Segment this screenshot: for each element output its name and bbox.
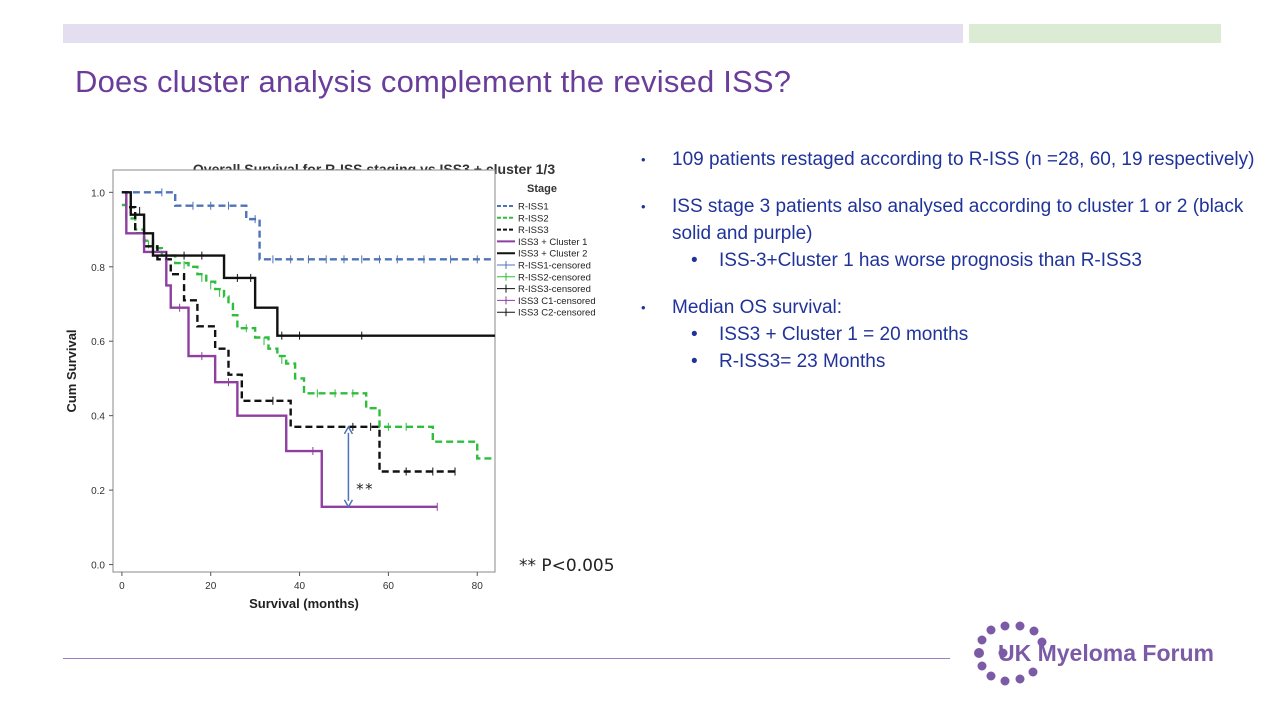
x-tick-label: 40 [294,581,306,592]
survival-chart-svg: Overall Survival for R-ISS staging vs IS… [64,161,596,611]
legend-label: ISS3 + Cluster 2 [518,249,587,260]
bullet-cluster-analysis: ISS stage 3 patients also analysed accor… [641,193,1271,247]
bullet-median-os: Median OS survival: [641,294,1271,321]
x-tick-label: 60 [383,581,395,592]
y-tick-label: 0.8 [91,263,105,274]
series-line-0 [121,191,495,261]
bullet-gap [641,173,1271,193]
x-tick-label: 80 [472,581,484,592]
annotation-arrow-head-top [343,425,354,435]
legend-label: R-ISS2-censored [518,272,591,283]
slide-title: Does cluster analysis complement the rev… [75,64,792,99]
bullet-gap [641,274,1271,294]
legend-label: ISS3 C1-censored [518,296,596,307]
plot-frame [112,169,496,573]
bullet-patients-restaged: 109 patients restaged according to R-ISS… [641,146,1271,173]
annotation-arrow-head-bottom [343,499,354,509]
legend-label: R-ISS3 [518,225,549,236]
bullet-cluster1-median: ISS3 + Cluster 1 = 20 months [641,321,1271,348]
y-tick-label: 0.4 [91,412,105,423]
bullet-worse-prognosis: ISS-3+Cluster 1 has worse prognosis than… [641,247,1271,274]
y-tick-label: 0.6 [91,337,105,348]
legend-label: ISS3 C2-censored [518,308,596,319]
header-bar-lilac [63,24,963,43]
series-line-1 [121,203,495,460]
survival-chart: Overall Survival for R-ISS staging vs IS… [60,150,630,620]
y-axis-label: Cum Survival [64,329,79,412]
x-tick-label: 20 [205,581,217,592]
series-line-4 [121,191,495,337]
series-line-3 [121,191,438,509]
x-axis-label: Survival (months) [249,596,359,611]
annotation-stars: ** [355,480,373,498]
legend-label: R-ISS2 [518,213,549,224]
y-tick-label: 1.0 [91,188,105,199]
footer-divider [63,658,950,659]
logo-text: UK Myeloma Forum [998,640,1214,666]
bullet-list: 109 patients restaged according to R-ISS… [641,146,1271,375]
legend-title: Stage [527,183,557,195]
logo-dots-icon: UK Myeloma Forum [974,621,1214,686]
legend-label: R-ISS1 [518,202,549,213]
legend-label: R-ISS1-censored [518,261,591,272]
bullet-riss3-median: R-ISS3= 23 Months [641,348,1271,375]
y-tick-label: 0.0 [91,561,105,572]
x-tick-label: 0 [119,581,125,592]
p-value-note: ** P<0.005 [519,556,615,576]
legend-label: R-ISS3-censored [518,284,591,295]
y-tick-label: 0.2 [91,486,105,497]
uk-myeloma-forum-logo: UK Myeloma Forum [965,618,1230,688]
legend-label: ISS3 + Cluster 1 [518,237,587,248]
header-bar-mint [969,24,1221,43]
